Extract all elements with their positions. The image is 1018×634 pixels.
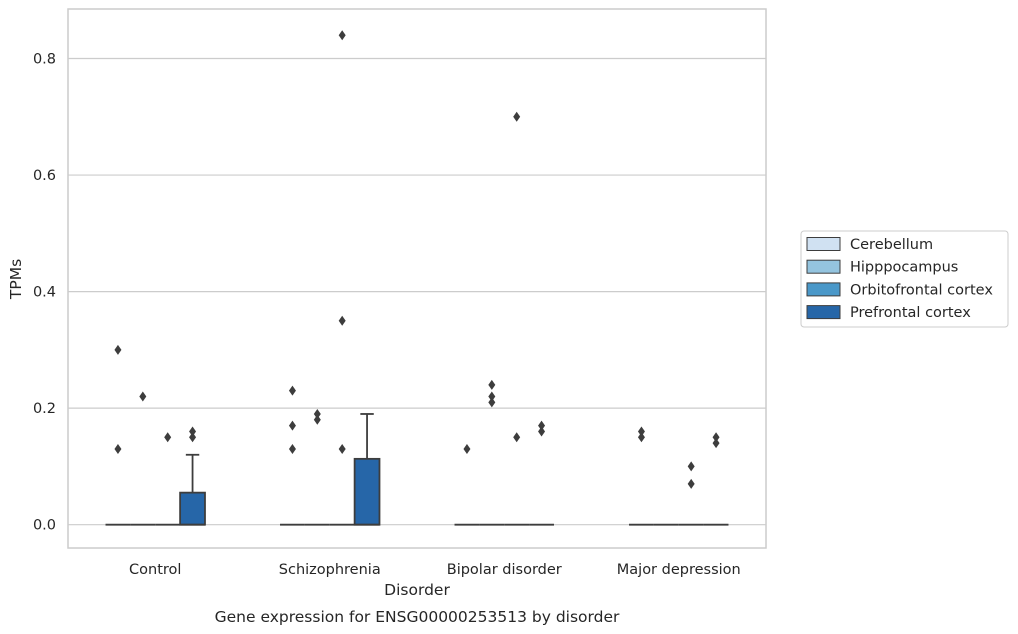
legend-label: Cerebellum: [850, 237, 933, 253]
legend-frame: [800, 230, 1009, 328]
chart-title: Gene expression for ENSG00000253513 by d…: [215, 608, 620, 626]
outlier-point: [189, 432, 197, 443]
outlier-point: [513, 432, 521, 443]
y-axis-title: TPMs: [7, 259, 25, 300]
x-axis-title: Disorder: [384, 581, 450, 599]
box-control-cerebellum: [105, 344, 131, 526]
plot-area-frame: [67, 8, 767, 549]
legend-item: Hipppocampus: [806, 259, 958, 276]
outlier-point: [538, 426, 546, 437]
box-control-prefrontal-cortex: [179, 426, 206, 526]
x-tick-label: Control: [129, 562, 181, 578]
legend-item: Cerebellum: [806, 237, 933, 253]
legend-label: Orbitofrontal cortex: [850, 282, 993, 298]
outlier-point: [288, 443, 296, 454]
box-body: [179, 491, 206, 526]
outlier-point: [288, 420, 296, 431]
outlier-point: [712, 432, 720, 443]
outlier-point: [139, 391, 147, 402]
outlier-point: [488, 391, 496, 402]
box-control-orbitofrontal-cortex: [155, 432, 181, 526]
y-axis-ticks: 0.0 0.2 0.4 0.6 0.8: [33, 52, 56, 534]
outlier-point: [338, 30, 346, 41]
gridlines: [68, 57, 766, 526]
outlier-point: [288, 385, 296, 396]
box-body: [353, 457, 381, 526]
box-major-depression-orbitofrontal-cortex: [678, 461, 704, 526]
y-tick-label: 0.6: [33, 168, 56, 184]
legend: Cerebellum Hipppocampus Orbitofrontal cort…: [800, 230, 1009, 328]
box-schizophrenia-hipppocampus: [304, 408, 330, 526]
outlier-point: [338, 315, 346, 326]
x-axis-ticks: Control Schizophrenia Bipolar disorder Majo…: [129, 562, 741, 578]
box-major-depression-cerebellum: [629, 426, 654, 526]
outlier-point: [164, 432, 172, 443]
legend-swatch: [806, 305, 841, 320]
legend-swatch: [806, 282, 841, 297]
outlier-point: [488, 379, 496, 390]
y-tick-label: 0.4: [33, 285, 56, 301]
outlier-point: [313, 414, 321, 425]
outlier-point: [463, 443, 471, 454]
x-tick-label: Major depression: [617, 562, 741, 578]
legend-swatch: [806, 237, 841, 251]
outlier-point: [114, 443, 122, 454]
box-schizophrenia-orbitofrontal-cortex: [329, 30, 355, 526]
outlier-point: [637, 426, 645, 437]
box-bipolar-disorder-orbitofrontal-cortex: [504, 111, 530, 526]
outlier-point: [687, 478, 695, 489]
box-bipolar-disorder-prefrontal-cortex: [529, 420, 554, 526]
outlier-point: [488, 397, 496, 408]
outlier-point: [114, 344, 122, 355]
y-tick-label: 0.0: [33, 518, 56, 534]
legend-label: Hipppocampus: [850, 260, 958, 276]
outlier-point: [637, 432, 645, 443]
box-major-depression-prefrontal-cortex: [703, 432, 729, 526]
outlier-point: [189, 426, 197, 437]
x-tick-label: Schizophrenia: [279, 562, 381, 578]
legend-label: Prefrontal cortex: [850, 305, 971, 321]
legend-item: Prefrontal cortex: [806, 305, 971, 321]
box-groups: [105, 30, 729, 526]
outlier-point: [513, 111, 521, 122]
legend-item: Orbitofrontal cortex: [806, 282, 993, 298]
box-schizophrenia-prefrontal-cortex: [353, 413, 381, 526]
outlier-point: [338, 443, 346, 454]
box-bipolar-disorder-cerebellum: [454, 443, 480, 526]
y-tick-label: 0.2: [33, 401, 56, 417]
outlier-point: [538, 420, 546, 431]
legend-swatch: [806, 259, 841, 274]
outlier-point: [712, 438, 720, 449]
y-tick-label: 0.8: [33, 52, 56, 68]
outlier-point: [687, 461, 695, 472]
outlier-point: [313, 408, 321, 419]
box-schizophrenia-cerebellum: [280, 385, 305, 526]
box-control-hipppocampus: [130, 391, 156, 526]
x-tick-label: Bipolar disorder: [447, 562, 562, 578]
box-bipolar-disorder-hipppocampus: [479, 379, 505, 526]
